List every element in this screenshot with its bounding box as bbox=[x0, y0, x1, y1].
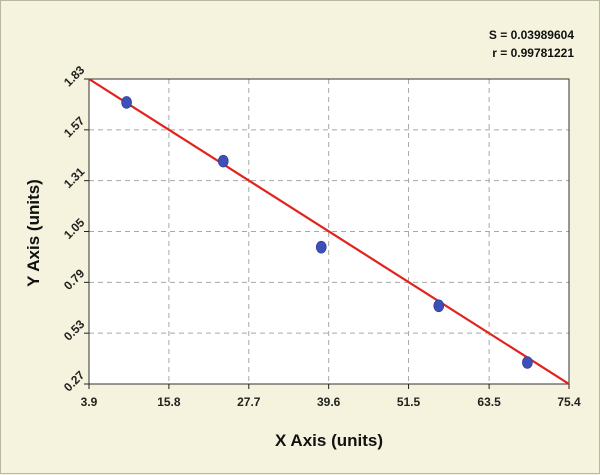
x-tick-label: 3.9 bbox=[81, 395, 98, 409]
x-tick-label: 75.4 bbox=[557, 395, 581, 409]
x-tick-label: 51.5 bbox=[397, 395, 421, 409]
y-tick-label: 0.79 bbox=[61, 266, 88, 293]
x-tick-label: 27.7 bbox=[237, 395, 261, 409]
data-point bbox=[433, 299, 445, 313]
y-axis-title: Y Axis (units) bbox=[24, 179, 43, 287]
data-point bbox=[315, 240, 327, 254]
y-tick-label: 1.31 bbox=[61, 164, 88, 191]
y-tick-label: 1.83 bbox=[61, 63, 88, 90]
y-tick-label: 1.05 bbox=[61, 215, 88, 242]
x-tick-label: 39.6 bbox=[317, 395, 341, 409]
x-tick-label: 15.8 bbox=[157, 395, 181, 409]
fit-line bbox=[88, 78, 570, 385]
data-point bbox=[121, 96, 132, 109]
stats-r-value: r = 0.99781221 bbox=[492, 46, 574, 60]
data-point bbox=[522, 356, 533, 369]
x-tick-label: 63.5 bbox=[477, 395, 501, 409]
y-tick-label: 0.53 bbox=[61, 317, 88, 344]
data-point bbox=[217, 154, 229, 168]
y-tick-label: 1.57 bbox=[61, 114, 88, 141]
y-tick-label: 0.27 bbox=[61, 368, 88, 395]
stats-s-value: S = 0.03989604 bbox=[489, 28, 574, 42]
x-axis-title: X Axis (units) bbox=[275, 431, 383, 450]
